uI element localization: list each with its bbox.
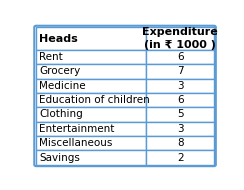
Bar	[146, 64, 214, 79]
Bar	[146, 79, 214, 93]
Text: 3: 3	[177, 124, 183, 134]
Text: Savings: Savings	[39, 153, 80, 162]
Text: 5: 5	[177, 109, 183, 120]
Bar	[146, 136, 214, 150]
Text: Entertainment: Entertainment	[39, 124, 114, 134]
Text: 8: 8	[177, 138, 183, 148]
Text: Medicine: Medicine	[39, 81, 86, 91]
Text: Heads: Heads	[39, 33, 78, 44]
Bar	[36, 79, 146, 93]
Text: 2: 2	[177, 153, 183, 162]
Text: Miscellaneous: Miscellaneous	[39, 138, 112, 148]
Text: 7: 7	[177, 66, 183, 76]
Text: Grocery: Grocery	[39, 66, 80, 76]
FancyBboxPatch shape	[34, 26, 216, 166]
Text: Rent: Rent	[39, 52, 63, 62]
Bar	[36, 27, 146, 50]
Bar	[36, 93, 146, 107]
Text: 6: 6	[177, 95, 183, 105]
Text: 6: 6	[177, 52, 183, 62]
Bar	[146, 50, 214, 64]
Bar	[36, 150, 146, 165]
Bar	[146, 150, 214, 165]
Bar	[36, 122, 146, 136]
Text: Clothing: Clothing	[39, 109, 83, 120]
Bar	[146, 107, 214, 122]
Text: Education of children: Education of children	[39, 95, 150, 105]
Bar	[36, 64, 146, 79]
Bar	[36, 107, 146, 122]
Text: Expenditure
(in ₹ 1000 ): Expenditure (in ₹ 1000 )	[142, 27, 218, 50]
Text: 3: 3	[177, 81, 183, 91]
Bar	[146, 27, 214, 50]
Bar	[146, 93, 214, 107]
Bar	[36, 50, 146, 64]
Bar	[36, 136, 146, 150]
Bar	[146, 122, 214, 136]
